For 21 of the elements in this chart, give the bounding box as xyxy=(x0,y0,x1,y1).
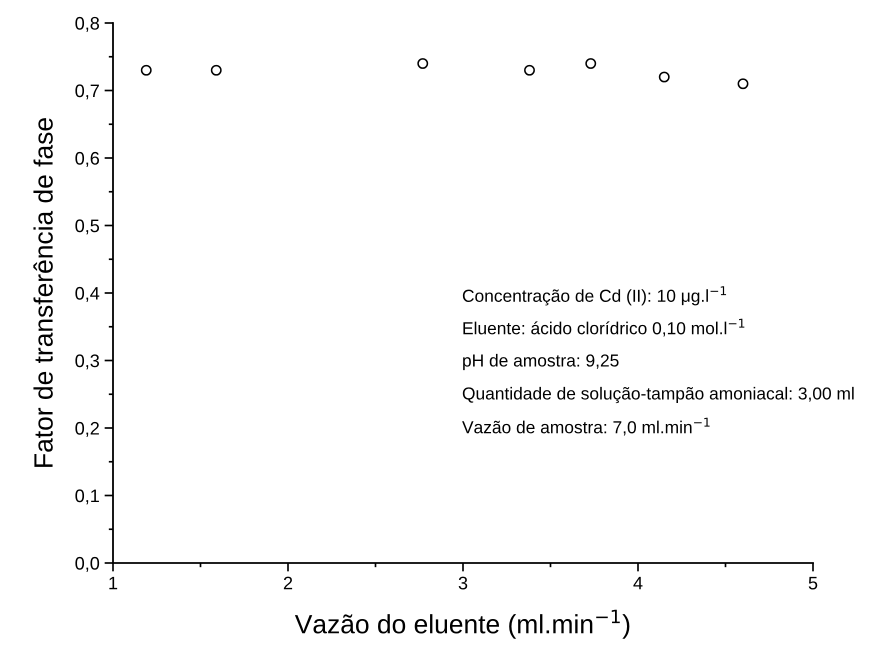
y-tick-label: 0,6 xyxy=(75,152,100,167)
x-tick-label: 3 xyxy=(458,576,468,590)
x-tick-label: 5 xyxy=(808,576,818,590)
y-axis-title: Fator de transferência de fase xyxy=(33,118,53,467)
annotation: Quantidade de solução-tampão amoniacal: 3,00 ml xyxy=(462,386,854,404)
y-tick-label: 0,3 xyxy=(75,354,100,370)
x-tick-label: 1 xyxy=(109,576,118,590)
y-tick-label: 0,1 xyxy=(75,489,99,504)
y-tick-label: 0,5 xyxy=(75,219,100,234)
annotation: Concentração de Cd (II): 10 μg.l$^{−1}$ xyxy=(462,286,726,306)
y-tick-label: 0,8 xyxy=(75,16,100,32)
x-tick-label: 2 xyxy=(284,576,292,590)
annotation: pH de amostra: 9,25 xyxy=(463,354,619,370)
annotation: Eluente: ácido clorídrico 0,10 mol.l$^{−1}$ xyxy=(463,318,744,336)
y-tick-label: 0,2 xyxy=(75,422,99,437)
annotation: Vazão de amostra: 7,0 ml.min$^{−1}$ xyxy=(462,418,710,436)
x-axis-title: Vazão do eluente (ml.min$^{−1}$) xyxy=(294,610,630,639)
y-tick-label: 0,4 xyxy=(75,286,100,302)
y-tick-label: 0,7 xyxy=(75,84,99,100)
x-tick-label: 4 xyxy=(633,576,642,590)
y-tick-label: 0,0 xyxy=(75,556,100,572)
